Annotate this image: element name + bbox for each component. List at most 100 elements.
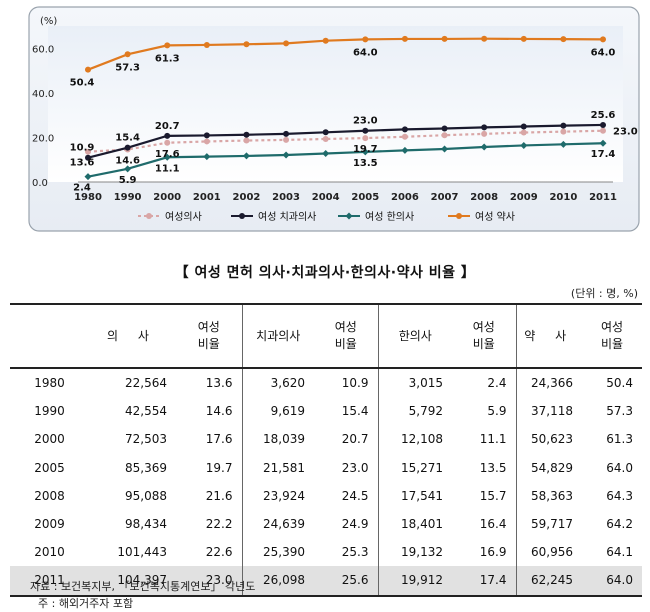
header-pharmacist: 약 사 — [515, 303, 582, 369]
cell-oriental-ratio: 16.4 — [479, 517, 507, 532]
cell-doctor: 104,397 — [88, 566, 176, 597]
cell-pharmacist: 62,245 — [515, 566, 582, 597]
series-point-2 — [481, 124, 488, 131]
cell-doctor-ratio: 22.6 — [205, 545, 233, 560]
cell-pharmacist-ratio: 64.3 — [606, 488, 633, 503]
series-line-1 — [87, 129, 604, 153]
data-label: 17.6 — [155, 149, 180, 160]
series-point-3 — [124, 165, 132, 173]
header-doctor: 의 사 — [88, 303, 176, 369]
data-label: 64.0 — [591, 47, 616, 58]
data-label: 2.4 — [73, 183, 91, 194]
cell-oriental: 12,108 — [377, 425, 452, 454]
source-note: 자료 : 보건복지부, 「보건복지통계연보」 각년도 — [30, 580, 256, 593]
series-point-3 — [84, 173, 92, 181]
series-point-1 — [481, 130, 488, 137]
legend-label-4: 여성 약사 — [475, 211, 515, 223]
cell-doctor: 101,443 — [117, 545, 167, 560]
cell-oriental-ratio: 11.1 — [479, 432, 507, 447]
cell-oriental-ratio: 5.9 — [487, 404, 507, 419]
series-point-4 — [441, 35, 448, 42]
series-point-1 — [560, 128, 567, 135]
cell-oriental: 3,015 — [377, 368, 452, 398]
cell-doctor: 85,369 — [125, 460, 167, 475]
legend-label-1: 여성의사 — [165, 211, 202, 223]
legend-label-2: 여성 치과의사 — [258, 211, 316, 223]
x-tick-label: 2007 — [431, 192, 459, 203]
cell-doctor-ratio: 14.6 — [205, 404, 233, 419]
cell-pharmacist: 50,623 — [515, 425, 582, 454]
x-tick-label: 2011 — [589, 192, 617, 203]
header-dentist-ratio: 여성 비율 — [314, 303, 378, 369]
data-label: 13.5 — [353, 158, 378, 169]
series-point-1 — [441, 132, 448, 139]
series-point-4 — [600, 36, 606, 43]
series-point-4 — [243, 41, 250, 48]
cell-pharmacist: 59,717 — [515, 509, 582, 539]
y-tick-label: 60.0 — [32, 44, 54, 55]
header-oriental: 한의사 — [377, 303, 452, 369]
series-point-4 — [362, 36, 369, 43]
cell-oriental: 19,912 — [377, 566, 452, 597]
series-point-1 — [164, 139, 171, 146]
cell-doctor-ratio: 21.6 — [205, 488, 233, 503]
cell-pharmacist-ratio: 64.2 — [606, 517, 633, 532]
series-point-1 — [203, 138, 210, 145]
series-point-1 — [520, 129, 527, 136]
series-point-2 — [322, 129, 329, 136]
data-label: 15.4 — [115, 133, 140, 144]
cell-doctor: 22,564 — [125, 376, 167, 391]
series-point-2 — [124, 144, 131, 151]
cell-oriental: 18,401 — [377, 509, 452, 539]
legend-marker — [146, 213, 152, 219]
series-point-3 — [322, 149, 330, 157]
cell-pharmacist-ratio: 57.3 — [606, 404, 633, 419]
series-line-4 — [87, 37, 604, 71]
cell-dentist: 23,924 — [241, 481, 314, 510]
series-point-1 — [600, 127, 606, 134]
cell-oriental: 15,271 — [377, 453, 452, 482]
series-point-3 — [203, 153, 211, 161]
series-point-2 — [164, 132, 171, 139]
series-point-2 — [85, 154, 91, 161]
data-label: 23.0 — [353, 116, 378, 127]
series-point-4 — [401, 35, 408, 42]
series-point-1 — [85, 148, 91, 155]
cell-pharmacist: 58,363 — [515, 481, 582, 510]
series-point-1 — [243, 137, 250, 144]
data-label: 20.7 — [155, 121, 180, 132]
series-point-4 — [124, 51, 131, 58]
series-point-2 — [362, 127, 369, 134]
cell-doctor-ratio: 19.7 — [205, 460, 233, 475]
line-chart-panel: (%) 0.0 20.0 40.0 60.0 1980 1990 2000 2001 2002 20… — [28, 6, 640, 232]
cell-doctor-ratio: 23.0 — [176, 566, 242, 597]
series-point-2 — [520, 123, 527, 130]
x-tick-label: 1980 — [74, 192, 102, 203]
cell-pharmacist: 60,956 — [515, 538, 582, 567]
cell-year: 1990 — [34, 404, 65, 419]
series-line-2 — [87, 123, 604, 159]
cell-oriental: 5,792 — [377, 397, 452, 426]
unit-note: (단위 : 명, %) — [570, 287, 638, 300]
x-tick-label: 1990 — [114, 192, 142, 203]
table-header-row: 의 사 여성 비율 치과의사 여성 비율 한의사 여성 비율 약 사 여성 비율 — [10, 303, 642, 369]
data-label: 13.6 — [70, 158, 95, 169]
data-label: 11.1 — [155, 163, 180, 174]
cell-year: 2010 — [34, 545, 65, 560]
series-point-2 — [600, 121, 606, 128]
cell-pharmacist: 54,829 — [515, 453, 582, 482]
table-row: 2000 72,503 17.6 18,039 20.7 12,108 11.1 50,623… — [10, 425, 642, 454]
cell-dentist-ratio: 23.0 — [341, 460, 369, 475]
cell-doctor: 72,503 — [125, 432, 167, 447]
cell-oriental-ratio: 17.4 — [452, 566, 516, 597]
series-point-2 — [203, 132, 210, 139]
data-label: 25.6 — [591, 110, 616, 121]
table-row: 2005 85,369 19.7 21,581 23.0 15,271 13.5 54,829… — [10, 453, 642, 482]
series-point-2 — [560, 122, 567, 129]
series-point-3 — [163, 153, 171, 161]
series-point-4 — [322, 37, 329, 44]
table-row: 2009 98,434 22.2 24,639 24.9 18,401 16.4 59,717… — [10, 509, 642, 539]
cell-dentist: 21,581 — [241, 453, 314, 482]
cell-dentist: 3,620 — [241, 368, 314, 398]
series-point-2 — [401, 126, 408, 133]
